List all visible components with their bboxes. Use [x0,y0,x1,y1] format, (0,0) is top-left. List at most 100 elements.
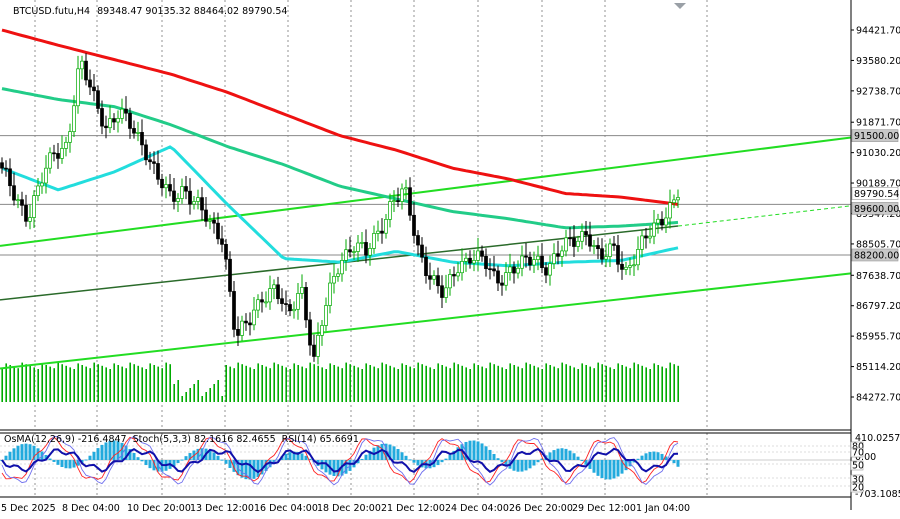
candle-body [200,197,204,211]
candle-body [480,250,484,257]
volume-bar [225,365,227,402]
osma-bar [656,452,660,460]
candle-body [0,162,4,169]
volume-bar [109,369,111,402]
candle-body [652,222,656,237]
volume-bar [81,365,83,402]
volume-bar [161,368,163,402]
x-tick-label: 8 Dec 04:00 [62,503,120,514]
osma-bar [576,456,580,460]
volume-bar [489,362,491,402]
osma-bar [172,460,176,467]
candle-body [260,299,264,303]
volume-bar [289,369,291,402]
osma-bar [388,444,392,460]
chart-frame [0,0,852,510]
osc-level-box [850,482,864,493]
osma-bar [16,445,20,460]
rsi-line [1,447,679,474]
y-tick-label: 84272.70 [856,393,900,404]
volume-bar [221,396,223,402]
candle-body [664,217,668,226]
volume-bar [413,368,415,402]
y-tick-label: 85114.20 [856,362,900,373]
price-labels: 91500.00 89790.54 89600.00 88200.00 [851,129,899,261]
volume-bar [465,367,467,402]
volume-bar [45,365,47,402]
candle-body [276,284,280,300]
ma_slow-line [1,28,679,206]
osma-label: OsMA(12,26,9) -216.4847 [4,434,127,445]
osma-bar [4,455,8,460]
candle-body [508,266,512,273]
volume-bar [445,366,447,402]
osma-bar [56,460,60,465]
volume-bar [505,369,507,402]
osma-bar [64,460,68,469]
x-tick-label: 5 Dec 2025 [1,503,56,514]
volume-bar [565,364,567,402]
osma-bar [48,458,52,460]
volume-bar [581,363,583,402]
osma-bar [412,460,416,463]
candle-body [116,118,120,123]
candle-body [540,255,544,268]
candle-body [352,251,356,253]
candle-body [640,235,644,250]
stoch-signal-line [1,436,679,484]
volume-bar [261,365,263,402]
candle-body [316,334,320,357]
volume-bar [409,366,411,402]
candle-body [600,248,604,260]
osma-bar [104,442,108,460]
volume-bar [273,362,275,402]
volume-bar [561,362,563,402]
osma-bar [356,460,360,464]
candle-body [632,264,636,267]
volume-bar [381,362,383,402]
candle-body [596,245,600,250]
volume-bar [545,363,547,402]
volume-bar [449,368,451,402]
volume-bar [257,363,259,402]
volume-bar [21,362,23,402]
candle-body [300,287,304,294]
osma-bar [520,460,524,472]
ohlc-label: 89348.47 90135.32 88464.02 89790.54 [97,6,287,17]
volume-bar [165,362,167,402]
candle-body [328,282,332,306]
volume-bar [13,366,15,402]
candle-body [228,258,232,292]
time-axis: 5 Dec 2025 8 Dec 04:00 10 Dec 20:00 13 Dec … [1,503,690,514]
candle-body [84,60,88,81]
osma-bar [116,441,120,460]
volume-bar [229,366,231,402]
candle-body [660,218,664,226]
x-tick-label: 10 Dec 20:00 [127,503,191,514]
volume-bar [509,363,511,402]
volume-bar [233,368,235,402]
volume-bar [653,363,655,402]
candle-body [340,260,344,275]
y-tick-label: 88505.70 [856,239,900,250]
osma-bar [288,452,292,460]
candle-body [272,284,276,290]
osma-bar [292,451,296,460]
osc-level-label: 80 [852,442,864,453]
candle-body [440,285,444,298]
candle-body [296,293,300,310]
candle-body [24,204,28,222]
candle-body [468,257,472,264]
volume-bar [297,365,299,402]
osma-bar [504,460,508,466]
osma-bar [224,460,228,464]
osma-bar [532,460,536,466]
volume-bar [601,364,603,402]
channel-upper-line [0,136,852,247]
scroll-marker-icon[interactable] [674,3,686,9]
osma-bar [564,448,568,460]
candle-body [68,131,72,143]
volume-bar [453,362,455,402]
candle-body [552,253,556,264]
osma-bar [676,460,680,467]
